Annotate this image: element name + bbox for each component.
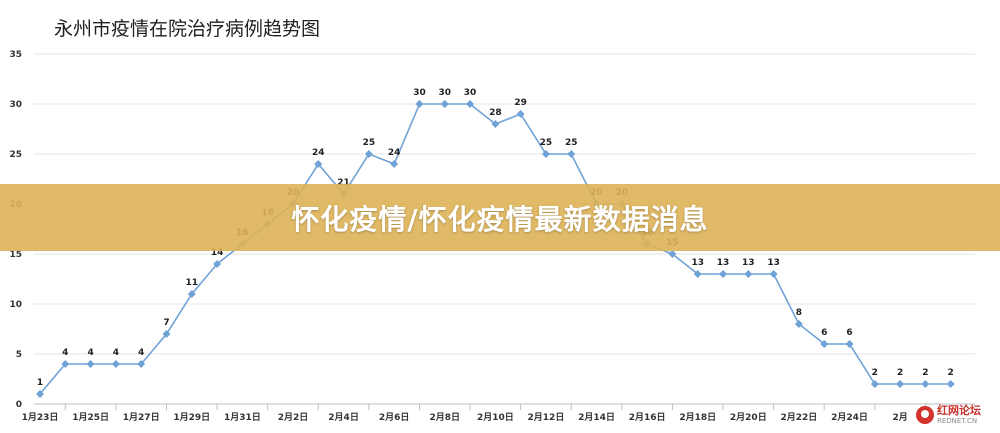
data-label: 2: [948, 368, 954, 378]
rednet-logo-icon: [916, 406, 934, 424]
data-point: [314, 160, 323, 168]
data-label: 29: [514, 98, 527, 108]
x-tick-label: 2月16日: [629, 412, 666, 423]
data-point: [567, 150, 576, 158]
data-point: [769, 270, 778, 278]
y-tick-label: 35: [9, 50, 22, 60]
data-label: 6: [846, 328, 852, 338]
data-point: [516, 110, 525, 118]
data-label: 25: [565, 138, 578, 148]
x-tick-label: 1月23日: [22, 412, 59, 423]
data-point: [719, 270, 727, 278]
x-tick-label: 2月: [892, 412, 907, 423]
x-tick-label: 2月2日: [278, 412, 309, 423]
data-label: 24: [312, 148, 325, 158]
x-tick-label: 2月18日: [679, 412, 716, 423]
headline-text: 怀化疫情/怀化疫情最新数据消息: [291, 202, 709, 236]
data-label: 13: [691, 258, 704, 268]
data-label: 30: [413, 88, 426, 98]
data-point: [137, 360, 146, 368]
data-label: 6: [821, 328, 827, 338]
x-tick-label: 2月12日: [528, 412, 565, 423]
data-label: 4: [113, 348, 119, 358]
data-point: [845, 340, 854, 348]
data-point: [870, 380, 879, 388]
data-point: [440, 100, 449, 108]
data-label: 24: [388, 148, 401, 158]
data-point: [390, 160, 399, 168]
watermark: 红网论坛 REDNET.CN: [916, 403, 994, 427]
watermark-name: 红网论坛: [937, 404, 981, 417]
data-label: 30: [464, 88, 477, 98]
data-label: 4: [62, 348, 68, 358]
data-label: 1: [37, 378, 43, 388]
x-tick-label: 2月22日: [781, 412, 818, 423]
data-label: 2: [872, 368, 878, 378]
data-point: [111, 360, 120, 368]
data-label: 28: [489, 108, 502, 118]
data-label: 25: [363, 138, 376, 148]
data-label: 4: [138, 348, 144, 358]
x-tick-label: 1月29日: [173, 412, 210, 423]
data-label: 14: [211, 248, 224, 258]
data-point: [896, 380, 905, 388]
x-tick-label: 2月4日: [328, 412, 359, 423]
data-label: 13: [767, 258, 780, 268]
data-label: 2: [897, 368, 903, 378]
watermark-text: 红网论坛 REDNET.CN: [937, 405, 981, 425]
data-point: [668, 250, 677, 258]
data-labels: 1444471114161820242125243030302829252520…: [37, 88, 954, 388]
x-tick-label: 2月24日: [831, 412, 868, 423]
data-point: [213, 260, 222, 268]
data-point: [693, 270, 702, 278]
y-tick-label: 25: [9, 150, 22, 160]
headline-banner: 怀化疫情/怀化疫情最新数据消息: [0, 184, 1000, 251]
x-tick-label: 2月10日: [477, 412, 514, 423]
data-point: [921, 380, 930, 388]
data-label: 4: [87, 348, 93, 358]
chart-title: 永州市疫情在院治疗病例趋势图: [54, 18, 320, 40]
y-tick-label: 30: [9, 100, 22, 110]
data-label: 11: [186, 278, 199, 288]
x-axis-ticks: 1月23日 1月25日 1月27日 1月29日 1月31日 2月2日 2月4日 2月6日 2月8…: [22, 404, 926, 423]
x-tick-label: 2月20日: [730, 412, 767, 423]
y-tick-label: 0: [16, 400, 22, 410]
x-tick-label: 1月31日: [224, 412, 261, 423]
data-point: [946, 380, 955, 388]
x-tick-label: 2月14日: [578, 412, 615, 423]
y-tick-label: 5: [16, 350, 22, 360]
watermark-site: REDNET.CN: [937, 417, 978, 425]
y-tick-label: 10: [9, 300, 22, 310]
x-tick-label: 2月6日: [379, 412, 410, 423]
data-label: 13: [742, 258, 755, 268]
data-label: 21: [337, 178, 350, 188]
data-label: 2: [922, 368, 928, 378]
x-tick-label: 1月27日: [123, 412, 160, 423]
data-point: [415, 100, 424, 108]
y-tick-label: 15: [9, 250, 22, 260]
data-point: [162, 330, 171, 338]
x-tick-label: 2月8日: [429, 412, 460, 423]
x-tick-label: 1月25日: [72, 412, 109, 423]
data-label: 7: [163, 318, 169, 328]
data-label: 8: [796, 308, 802, 318]
data-point: [364, 150, 373, 158]
data-label: 25: [540, 138, 553, 148]
data-point: [541, 150, 550, 158]
data-point: [86, 360, 95, 368]
data-point: [744, 270, 753, 278]
data-label: 13: [717, 258, 730, 268]
data-label: 30: [438, 88, 451, 98]
